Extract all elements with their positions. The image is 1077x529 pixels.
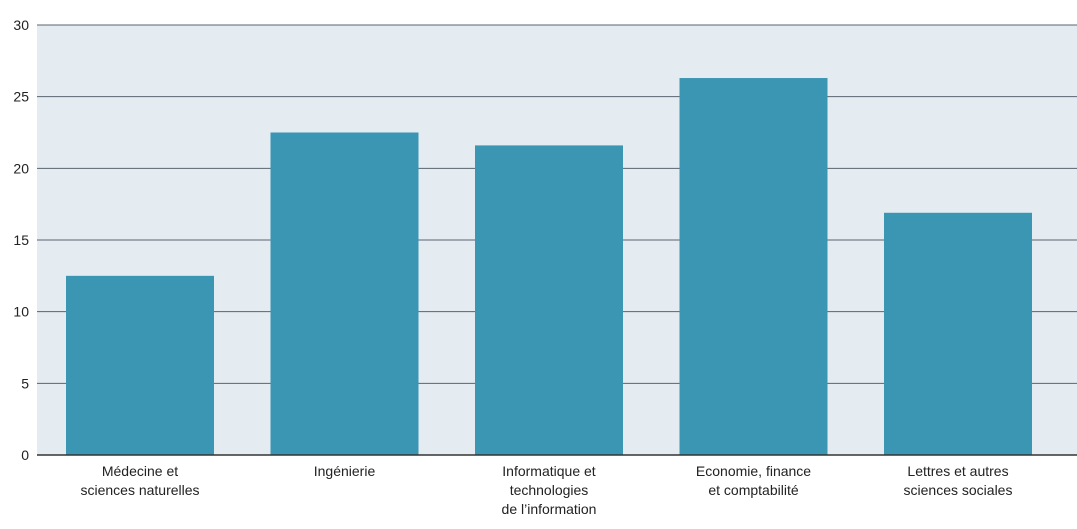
bar [66, 275, 214, 455]
bar [679, 78, 828, 456]
x-category-label-line: sciences naturelles [80, 482, 199, 498]
y-tick-label: 10 [13, 304, 29, 320]
x-category-label: Lettres et autres sciences sociales [904, 463, 1013, 498]
x-category-label-line: de l’information [502, 501, 597, 517]
x-category-label-line: et comptabilité [708, 482, 798, 498]
x-axis-labels: Médecine et sciences naturelles Ingénierie… [80, 463, 1012, 517]
bar [270, 132, 419, 455]
x-category-label-line: Médecine et [102, 463, 178, 479]
bars [66, 78, 1032, 456]
x-category-label-line: Informatique et [502, 463, 595, 479]
x-category-label-line: technologies [510, 482, 589, 498]
y-tick-label: 5 [21, 375, 29, 391]
x-category-label-line: Lettres et autres [907, 463, 1008, 479]
y-axis-ticks: 0 5 10 15 20 25 30 [13, 17, 29, 463]
x-category-label: Ingénierie [314, 463, 376, 479]
bar [475, 145, 623, 455]
x-category-label: Economie, finance et comptabilité [696, 463, 811, 498]
y-tick-label: 20 [13, 160, 29, 176]
x-category-label: Informatique et technologies de l’informat… [502, 463, 597, 517]
y-tick-label: 0 [21, 447, 29, 463]
y-tick-label: 15 [13, 232, 29, 248]
y-tick-label: 25 [13, 89, 29, 105]
x-category-label-line: sciences sociales [904, 482, 1013, 498]
x-category-label: Médecine et sciences naturelles [80, 463, 199, 498]
x-category-label-line: Economie, finance [696, 463, 811, 479]
y-tick-label: 30 [13, 17, 29, 33]
bar [884, 212, 1032, 455]
x-category-label-line: Ingénierie [314, 463, 376, 479]
